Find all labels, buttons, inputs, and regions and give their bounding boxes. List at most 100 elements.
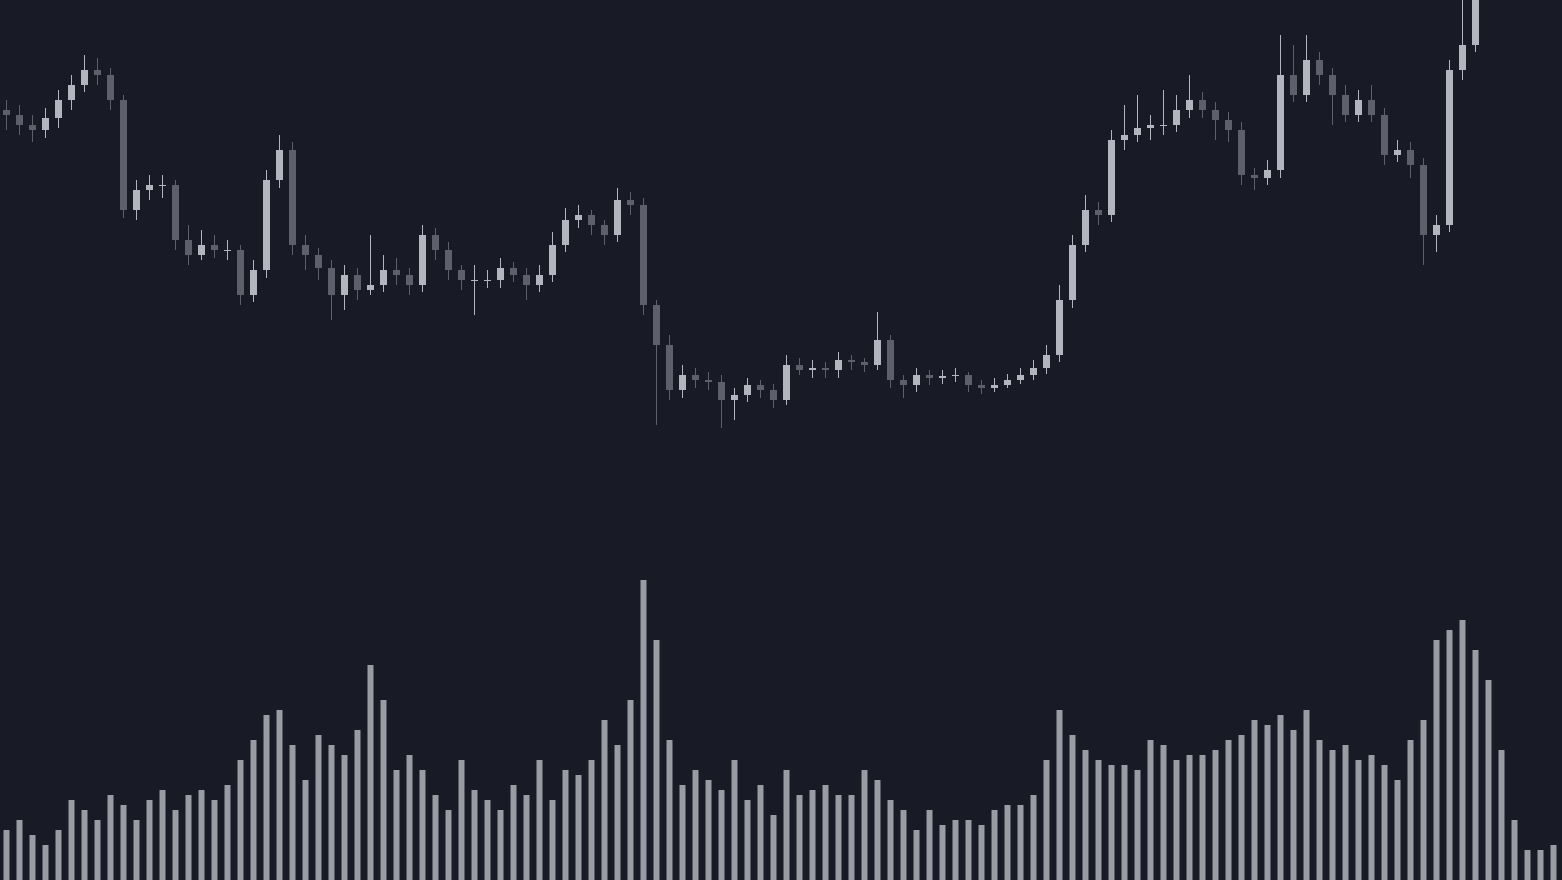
volume-bar	[588, 760, 595, 880]
candle-body	[1433, 225, 1440, 235]
candle-body	[211, 245, 218, 250]
volume-bar	[1537, 850, 1544, 880]
candle-body	[393, 270, 400, 275]
candle-body	[250, 270, 257, 295]
candle-body	[341, 275, 348, 295]
volume-bar	[302, 780, 309, 880]
volume-bar	[731, 760, 738, 880]
volume-bar	[848, 795, 855, 880]
volume-bar	[822, 785, 829, 880]
volume-bar	[29, 835, 36, 880]
volume-bar	[614, 745, 621, 880]
candle-body	[913, 375, 920, 385]
candle-body	[328, 268, 335, 295]
candle-body	[497, 268, 504, 280]
candle-body	[1043, 355, 1050, 368]
volume-bar	[627, 700, 634, 880]
volume-bar	[1303, 710, 1310, 880]
volume-bar	[562, 770, 569, 880]
volume-bar	[211, 800, 218, 880]
candle-body	[692, 375, 699, 380]
candle-body	[588, 215, 595, 225]
candle-body	[445, 250, 452, 270]
volume-bar	[601, 720, 608, 880]
volume-bar	[393, 770, 400, 880]
volume-bar	[120, 805, 127, 880]
volume-bar	[198, 790, 205, 880]
volume-bar	[783, 770, 790, 880]
volume-bar	[1550, 845, 1557, 880]
candle-body	[1225, 120, 1232, 130]
volume-bar	[861, 770, 868, 880]
candle-body	[861, 362, 868, 365]
volume-bar	[276, 710, 283, 880]
candle-body	[1394, 150, 1401, 155]
volume-bar	[1147, 740, 1154, 880]
candle-body	[1264, 170, 1271, 178]
candle-body	[1355, 100, 1362, 115]
volume-bar	[250, 740, 257, 880]
volume-bar	[159, 790, 166, 880]
candle-body	[432, 235, 439, 250]
volume-bar	[458, 760, 465, 880]
volume-bar	[1030, 795, 1037, 880]
volume-bar	[1186, 755, 1193, 880]
volume-bar	[133, 820, 140, 880]
volume-bar	[1004, 805, 1011, 880]
volume-bar	[1251, 720, 1258, 880]
volume-bar	[640, 580, 647, 880]
candle-body	[965, 375, 972, 385]
volume-bar	[1121, 765, 1128, 880]
volume-bar	[380, 700, 387, 880]
candle-body	[705, 380, 712, 382]
volume-bar	[913, 830, 920, 880]
volume-bar	[224, 785, 231, 880]
volume-bar	[1212, 750, 1219, 880]
volume-bar	[315, 735, 322, 880]
candle-body	[81, 70, 88, 85]
volume-bar	[939, 825, 946, 880]
candle-body	[1316, 60, 1323, 75]
volume-bar	[55, 830, 62, 880]
volume-bar	[406, 755, 413, 880]
volume-bar	[549, 800, 556, 880]
volume-bar	[3, 830, 10, 880]
volume-bar	[1511, 820, 1518, 880]
volume-bar	[1316, 740, 1323, 880]
candle-body	[549, 245, 556, 275]
volume-bar	[770, 815, 777, 880]
candle-body	[679, 375, 686, 390]
candle-body	[835, 360, 842, 370]
volume-bar	[172, 810, 179, 880]
volume-bar	[484, 800, 491, 880]
candle-body	[1030, 368, 1037, 375]
candle-body	[1134, 128, 1141, 135]
candle-body	[159, 185, 166, 186]
candle-body	[1329, 75, 1336, 95]
candle-body	[796, 365, 803, 370]
candle-body	[523, 275, 530, 285]
candle-body	[991, 385, 998, 388]
candle-body	[172, 185, 179, 240]
volume-bar	[952, 820, 959, 880]
volume-bar	[809, 790, 816, 880]
candle-body	[939, 376, 946, 378]
volume-bar	[1095, 760, 1102, 880]
candle-body	[120, 100, 127, 210]
candle-body	[666, 345, 673, 390]
candle-body	[809, 368, 816, 370]
volume-bar	[757, 785, 764, 880]
candle-body	[1108, 140, 1115, 215]
candle-body	[1368, 100, 1375, 115]
volume-bar	[1225, 740, 1232, 880]
volume-bar	[679, 785, 686, 880]
candle-body	[1017, 375, 1024, 380]
candle-body	[614, 200, 621, 235]
volume-bar	[523, 795, 530, 880]
candle-body	[289, 150, 296, 245]
volume-bar	[1277, 715, 1284, 880]
candle-body	[1004, 380, 1011, 385]
candle-body	[198, 245, 205, 255]
